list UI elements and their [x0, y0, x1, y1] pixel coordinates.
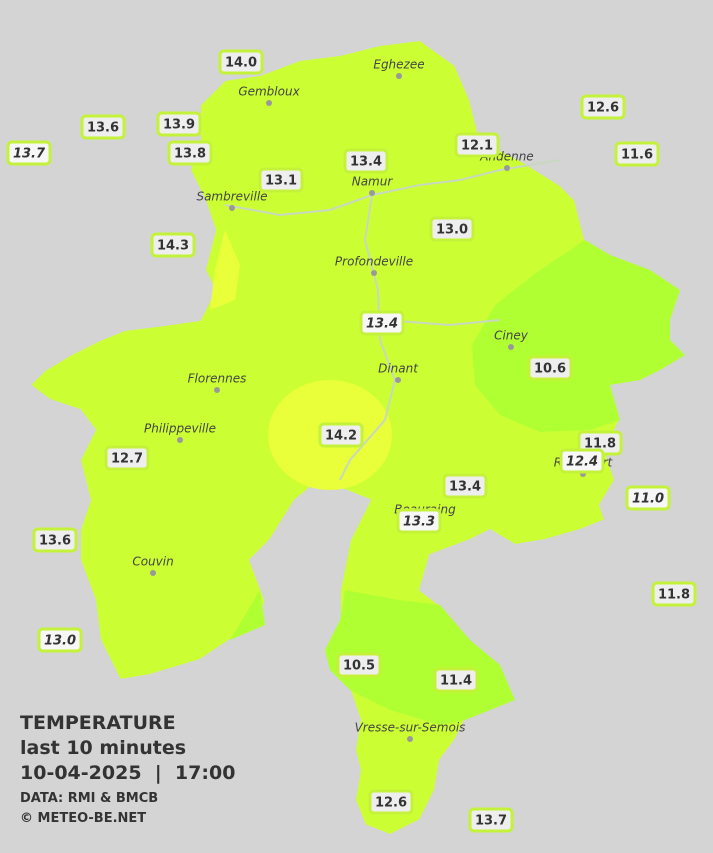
city-label: Gembloux [238, 85, 300, 99]
station-box [396, 508, 442, 534]
city-label: Florennes [188, 372, 247, 386]
station-value: 13.4 [366, 317, 398, 332]
station-box [218, 49, 264, 75]
station-box [104, 445, 150, 471]
station-value: 13.3 [403, 515, 435, 530]
station-value: 12.6 [375, 796, 407, 811]
station-value: 11.0 [632, 492, 664, 507]
warm-zone [210, 230, 240, 310]
station-box [359, 310, 405, 336]
station-box [368, 789, 414, 815]
station-box [336, 652, 382, 678]
station-value: 12.4 [566, 455, 598, 470]
city-dot [371, 270, 377, 276]
station-box [454, 132, 500, 158]
station-box [442, 473, 488, 499]
station-value: 11.6 [621, 148, 653, 163]
station-box [429, 216, 475, 242]
city-label: Profondeville [335, 255, 413, 269]
city-dot [395, 377, 401, 383]
cool-zone [230, 590, 265, 640]
station-value: 13.4 [350, 155, 382, 170]
station-box [318, 422, 364, 448]
station-box [433, 667, 479, 693]
legend-datetime: 10-04-2025 | 17:00 [20, 762, 236, 784]
station-box [37, 627, 83, 653]
city-dot [504, 165, 510, 171]
city-label: Couvin [132, 555, 173, 569]
station-value: 13.8 [174, 147, 206, 162]
city-dot [214, 387, 220, 393]
station-box [527, 355, 573, 381]
city-dot [508, 344, 514, 350]
city-dot [407, 736, 413, 742]
station-box [651, 581, 697, 607]
station-value: 11.8 [584, 437, 616, 452]
station-value: 13.7 [13, 147, 46, 162]
station-box [80, 114, 126, 140]
city-label: Dinant [378, 362, 419, 376]
station-value: 12.1 [461, 139, 493, 154]
legend-title: TEMPERATURE [20, 712, 176, 734]
station-box [156, 111, 202, 137]
station-value: 13.0 [44, 634, 76, 649]
station-box [150, 232, 196, 258]
station-value: 13.0 [436, 223, 468, 238]
station-box [580, 94, 626, 120]
legend-copyright: © METEO-BE.NET [20, 811, 147, 826]
city-dot [266, 100, 272, 106]
station-value: 10.5 [343, 659, 375, 674]
station-value: 13.4 [449, 480, 481, 495]
city-label: Philippeville [144, 422, 216, 436]
station-value: 13.9 [163, 118, 195, 133]
station-value: 12.7 [111, 452, 143, 467]
station-box [614, 141, 660, 167]
city-dot [229, 205, 235, 211]
station-value: 11.4 [440, 674, 472, 689]
city-label: Namur [352, 175, 394, 189]
station-box [468, 807, 514, 833]
legend-source: DATA: RMI & BMCB [20, 791, 159, 806]
station-value: 12.6 [587, 101, 619, 116]
city-label: Ciney [494, 329, 529, 343]
city-dot [396, 73, 402, 79]
station-box [559, 448, 605, 474]
station-value: 13.6 [87, 121, 119, 136]
station-box [258, 167, 304, 193]
station-box [167, 140, 213, 166]
city-label: Sambreville [196, 190, 267, 204]
city-label: Eghezee [373, 58, 424, 72]
station-value: 10.6 [534, 362, 566, 377]
station-box [343, 148, 389, 174]
city-dot [177, 437, 183, 443]
city-label: Vresse-sur-Semois [355, 721, 466, 735]
station-value: 13.1 [265, 174, 297, 189]
station-box [6, 140, 52, 166]
legend-subtitle: last 10 minutes [20, 737, 187, 759]
station-value: 14.0 [225, 56, 257, 71]
station-box [625, 485, 671, 511]
station-value: 11.8 [658, 588, 690, 603]
city-dot [369, 190, 375, 196]
station-value: 14.2 [325, 429, 357, 444]
station-value: 14.3 [157, 239, 189, 254]
station-box [32, 527, 78, 553]
cool-zone [472, 240, 685, 432]
river [224, 159, 561, 481]
station-value: 13.6 [39, 534, 71, 549]
station-value: 13.7 [475, 814, 507, 829]
city-dot [150, 570, 156, 576]
